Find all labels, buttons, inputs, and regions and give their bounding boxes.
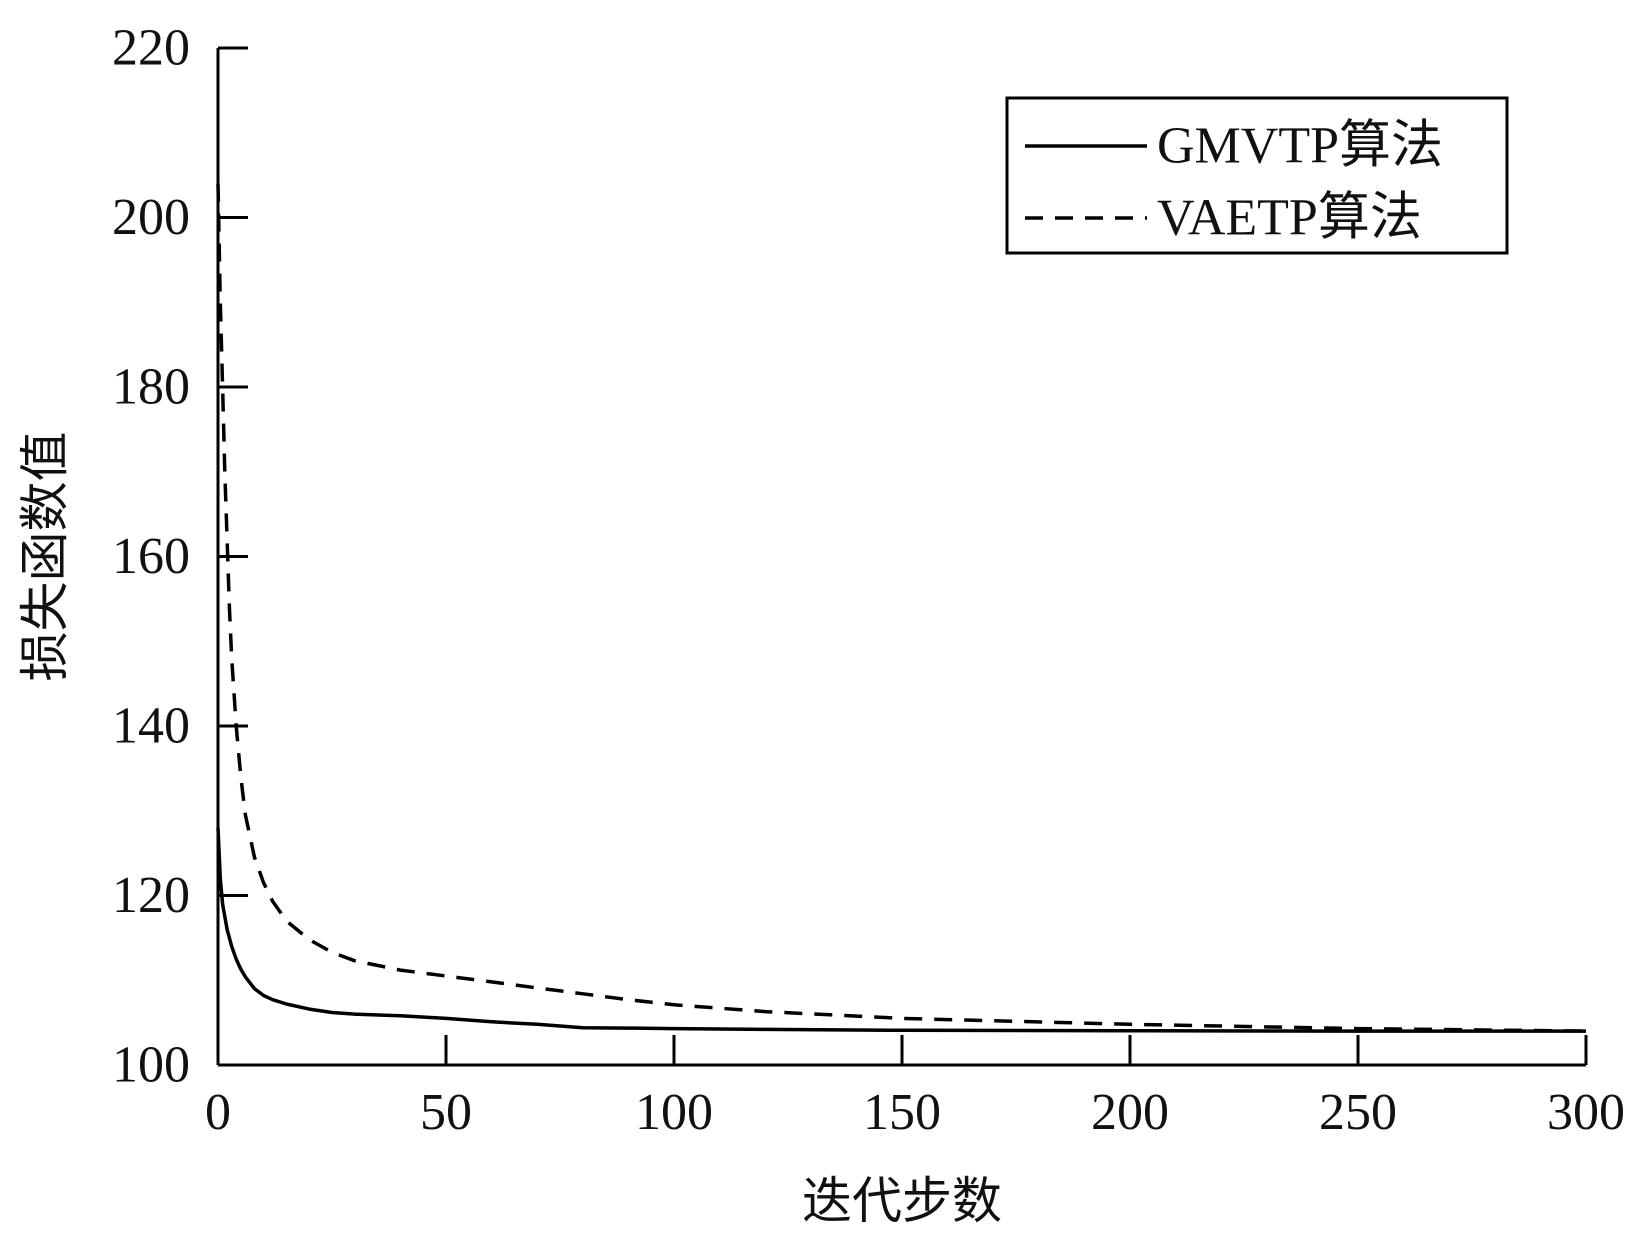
- axes: 100 120 140 160 180 200 220 0 50 100 150 200 250 300: [112, 20, 1625, 1142]
- legend-label: VAETP算法: [1157, 190, 1422, 247]
- axis-labels: 迭代步数 损失函数值: [16, 432, 1002, 1231]
- series-lines: [216, 183, 1587, 1033]
- y-axis-title: 损失函数值: [16, 432, 74, 682]
- legend: GMVTP算法 VAETP算法: [1005, 96, 1509, 255]
- x-tick-label: 50: [420, 1084, 472, 1141]
- x-tick-label: 250: [1319, 1084, 1397, 1141]
- x-tick-label: 300: [1547, 1084, 1625, 1141]
- y-tick-label: 120: [112, 867, 190, 924]
- x-tick-label: 200: [1091, 1084, 1169, 1141]
- y-tick-label: 160: [112, 528, 190, 585]
- x-tick-label: 0: [205, 1084, 231, 1141]
- legend-label: GMVTP算法: [1157, 118, 1443, 175]
- y-tick-label: 200: [112, 189, 190, 246]
- x-tick-label: 100: [635, 1084, 713, 1141]
- series-line-2: [216, 183, 1587, 1033]
- x-axis-title: 迭代步数: [802, 1172, 1002, 1230]
- y-tick-label: 220: [112, 20, 190, 77]
- series-line-1: [216, 827, 1586, 1033]
- y-tick-label: 140: [112, 698, 190, 755]
- y-tick-label: 100: [112, 1037, 190, 1094]
- legend-box: [1005, 96, 1509, 255]
- x-tick-label: 150: [863, 1084, 941, 1141]
- y-tick-label: 180: [112, 359, 190, 416]
